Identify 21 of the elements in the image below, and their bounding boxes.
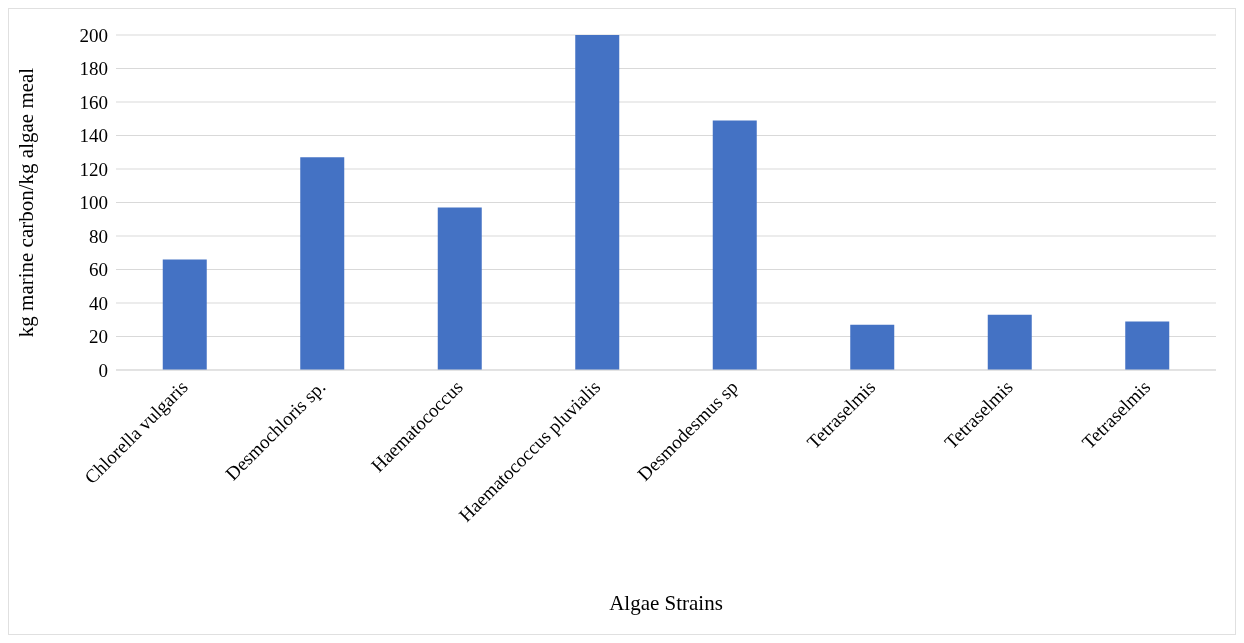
y-tick-label: 140 [79, 125, 108, 147]
y-tick-label: 100 [79, 192, 108, 214]
y-tick-label: 180 [79, 58, 108, 80]
y-tick-label: 60 [89, 259, 108, 281]
bar [162, 259, 207, 370]
y-tick-label: 200 [79, 24, 108, 46]
y-tick-label: 20 [89, 326, 108, 348]
bar [1125, 321, 1170, 370]
y-tick-label: 160 [79, 91, 108, 113]
bar [575, 35, 620, 370]
y-axis-title: kg marine carbon/kg algae meal [14, 67, 39, 338]
x-axis-title: Algae Strains [609, 591, 723, 615]
bar [987, 314, 1032, 370]
y-tick-label: 80 [89, 225, 108, 247]
bar [437, 207, 482, 370]
y-tick-label: 40 [89, 292, 108, 314]
bar [850, 324, 895, 370]
bar [300, 157, 345, 370]
y-tick-label: 120 [79, 158, 108, 180]
bar [712, 120, 757, 370]
y-tick-label: 0 [98, 359, 108, 381]
